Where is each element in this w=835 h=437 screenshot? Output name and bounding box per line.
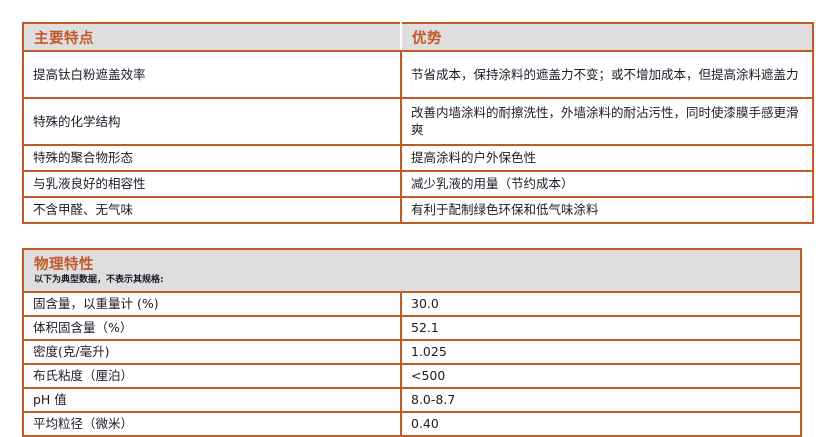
table-row: 布氏粘度（厘泊） <500 <box>22 363 803 389</box>
advantage-cell: 有利于配制绿色环保和低气味涂料 <box>400 196 814 224</box>
feature-cell: 不含甲醛、无气味 <box>22 196 402 224</box>
property-name-cell: pH 值 <box>22 387 402 413</box>
feature-cell: 特殊的聚合物形态 <box>22 144 402 172</box>
advantage-cell: 减少乳液的用量（节约成本） <box>400 170 814 198</box>
feature-cell: 提高钛白粉遮盖效率 <box>22 50 402 99</box>
table-row: 特殊的化学结构 改善内墙涂料的耐擦洗性，外墙涂料的耐沾污性，同时使漆膜手感更滑爽 <box>22 97 814 146</box>
table-row: 特殊的聚合物形态 提高涂料的户外保色性 <box>22 144 814 172</box>
table-row: 体积固含量（%） 52.1 <box>22 315 803 341</box>
page-title: 物理特性 <box>34 257 94 273</box>
property-value-cell: 52.1 <box>399 315 803 341</box>
advantages-column-header: 优势 <box>400 22 814 52</box>
table-row: 不含甲醛、无气味 有利于配制绿色环保和低气味涂料 <box>22 196 814 224</box>
features-column-header: 主要特点 <box>22 22 402 52</box>
property-value-cell: <500 <box>399 363 803 389</box>
physical-table-header-row: 物理特性 以下为典型数据，不表示其规格: <box>21 248 803 293</box>
physical-properties-table: 物理特性 以下为典型数据，不表示其规格: 固含量，以重量计 (%) 30.0 体… <box>21 248 803 437</box>
table-row: 固含量，以重量计 (%) 30.0 <box>22 291 803 317</box>
feature-cell: 特殊的化学结构 <box>22 97 402 146</box>
advantage-cell: 改善内墙涂料的耐擦洗性，外墙涂料的耐沾污性，同时使漆膜手感更滑爽 <box>400 97 814 146</box>
property-name-cell: 体积固含量（%） <box>22 315 402 341</box>
table-row: 与乳液良好的相容性 减少乳液的用量（节约成本） <box>22 170 814 198</box>
property-value-cell: 1.025 <box>399 339 803 365</box>
physical-table-body: 固含量，以重量计 (%) 30.0 体积固含量（%） 52.1 密度(克/毫升)… <box>22 291 803 437</box>
table-row: 平均粒径（微米） 0.40 <box>22 411 803 437</box>
advantage-cell: 提高涂料的户外保色性 <box>400 144 814 172</box>
features-advantages-table: 主要特点 优势 提高钛白粉遮盖效率 节省成本，保持涂料的遮盖力不变；或不增加成本… <box>22 22 814 224</box>
physical-table-head: 物理特性 以下为典型数据，不表示其规格: <box>21 248 803 293</box>
property-value-cell: 0.40 <box>399 411 803 437</box>
property-name-cell: 密度(克/毫升) <box>22 339 402 365</box>
property-value-cell: 30.0 <box>399 291 803 317</box>
features-table-head: 主要特点 优势 <box>22 22 814 52</box>
physical-properties-header-cell: 物理特性 以下为典型数据，不表示其规格: <box>21 248 803 293</box>
features-table-header-row: 主要特点 优势 <box>22 22 814 52</box>
property-name-cell: 布氏粘度（厘泊） <box>22 363 402 389</box>
property-name-cell: 平均粒径（微米） <box>22 411 402 437</box>
feature-cell: 与乳液良好的相容性 <box>22 170 402 198</box>
physical-properties-note: 以下为典型数据，不表示其规格: <box>34 275 164 285</box>
table-row: 提高钛白粉遮盖效率 节省成本，保持涂料的遮盖力不变；或不增加成本，但提高涂料遮盖… <box>22 50 814 99</box>
property-name-cell: 固含量，以重量计 (%) <box>22 291 402 317</box>
advantage-cell: 节省成本，保持涂料的遮盖力不变；或不增加成本，但提高涂料遮盖力 <box>400 50 814 99</box>
table-row: pH 值 8.0-8.7 <box>22 387 803 413</box>
table-row: 密度(克/毫升) 1.025 <box>22 339 803 365</box>
property-value-cell: 8.0-8.7 <box>399 387 803 413</box>
features-table-body: 提高钛白粉遮盖效率 节省成本，保持涂料的遮盖力不变；或不增加成本，但提高涂料遮盖… <box>22 50 814 224</box>
